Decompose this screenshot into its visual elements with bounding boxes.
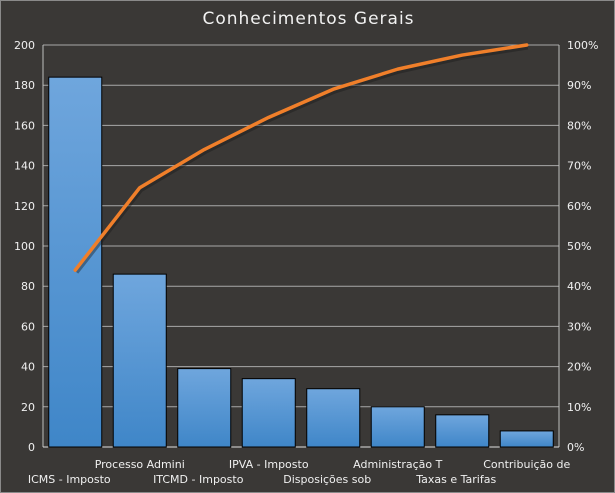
bar [499, 430, 554, 448]
chart-title: Conhecimentos Gerais [202, 9, 415, 29]
y-tick-label: 0 [28, 441, 35, 454]
bar [435, 414, 490, 448]
y-tick-label: 120 [14, 200, 35, 213]
x-tick-label: ICMS - Imposto [28, 473, 111, 486]
y-tick-label: 20 [21, 401, 35, 414]
bar [112, 273, 167, 448]
y2-tick-label: 10% [567, 401, 591, 414]
y-tick-label: 140 [14, 160, 35, 173]
y-tick-label: 40 [21, 361, 35, 374]
y2-tick-label: 20% [567, 361, 591, 374]
y2-tick-label: 0% [567, 441, 584, 454]
y2-tick-label: 80% [567, 119, 591, 132]
bar [370, 406, 425, 448]
y-tick-label: 200 [14, 39, 35, 52]
bar [48, 76, 103, 448]
cumulative-line [73, 43, 529, 272]
y-tick-label: 160 [14, 119, 35, 132]
line-shadow [74, 44, 529, 274]
x-tick-label: ITCMD - Imposto [153, 473, 244, 486]
x-tick-label: Disposições sob [283, 473, 371, 486]
x-tick-label: Taxas e Tarifas [415, 473, 496, 486]
y2-tick-label: 70% [567, 160, 591, 173]
y2-tick-label: 30% [567, 320, 591, 333]
x-tick-label: IPVA - Imposto [229, 458, 309, 471]
x-tick-label: Processo Admini [95, 458, 185, 471]
y2-tick-label: 50% [567, 240, 591, 253]
x-tick-label: Contribuição de [483, 458, 570, 471]
y2-tick-label: 90% [567, 79, 591, 92]
y-tick-label: 100 [14, 240, 35, 253]
y-tick-label: 60 [21, 320, 35, 333]
y2-tick-label: 100% [567, 39, 598, 52]
bar [177, 368, 232, 448]
y-tick-label: 80 [21, 280, 35, 293]
x-tick-label: Administração T [353, 458, 442, 471]
bar [306, 388, 361, 448]
y2-tick-label: 40% [567, 280, 591, 293]
bar [241, 378, 296, 448]
y2-tick-label: 60% [567, 200, 591, 213]
y-tick-label: 180 [14, 79, 35, 92]
